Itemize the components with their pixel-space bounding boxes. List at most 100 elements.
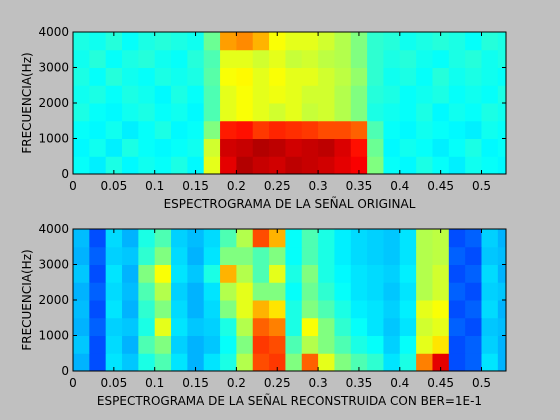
cell bbox=[236, 282, 254, 301]
x-tick-label: 0.35 bbox=[346, 376, 373, 390]
cell bbox=[416, 85, 433, 104]
y-tick-label: 0 bbox=[61, 167, 69, 181]
cell bbox=[301, 282, 319, 301]
cell bbox=[89, 300, 107, 319]
cell bbox=[105, 32, 123, 51]
cell bbox=[481, 229, 499, 248]
cell bbox=[154, 103, 172, 122]
cell bbox=[399, 67, 417, 86]
cell bbox=[252, 282, 270, 301]
cell bbox=[481, 335, 499, 354]
cell bbox=[383, 317, 401, 336]
cell bbox=[285, 300, 303, 319]
cell bbox=[187, 282, 205, 301]
cell bbox=[269, 246, 286, 265]
cell bbox=[73, 156, 90, 174]
cell bbox=[73, 120, 90, 139]
cell bbox=[432, 120, 450, 139]
y-axis-label: FRECUENCIA(Hz) bbox=[20, 249, 34, 350]
cell bbox=[122, 246, 139, 265]
cell bbox=[154, 282, 172, 301]
cell bbox=[220, 353, 237, 371]
cell bbox=[252, 264, 270, 283]
cell bbox=[252, 85, 270, 104]
cell bbox=[105, 67, 123, 86]
cell bbox=[220, 229, 237, 248]
x-tick-label: 0.1 bbox=[145, 179, 164, 193]
cell bbox=[252, 67, 270, 86]
cell bbox=[399, 300, 417, 319]
cell bbox=[416, 282, 433, 301]
cell bbox=[481, 32, 499, 51]
cell bbox=[269, 49, 286, 68]
y-tick-label: 3000 bbox=[38, 258, 69, 272]
cell bbox=[252, 246, 270, 265]
cell bbox=[497, 85, 506, 104]
cell bbox=[187, 49, 205, 68]
cell bbox=[220, 317, 237, 336]
cell bbox=[105, 120, 123, 139]
cell bbox=[171, 156, 188, 174]
cell bbox=[497, 300, 506, 319]
cell bbox=[448, 156, 466, 174]
cell bbox=[269, 335, 286, 354]
cell bbox=[89, 264, 107, 283]
cell bbox=[269, 67, 286, 86]
cell bbox=[301, 246, 319, 265]
cell bbox=[334, 353, 352, 371]
cell bbox=[350, 103, 368, 122]
x-tick-label: 0.05 bbox=[100, 179, 127, 193]
cell bbox=[171, 353, 188, 371]
cell bbox=[236, 229, 254, 248]
cell bbox=[187, 156, 205, 174]
cell bbox=[465, 138, 482, 157]
cell bbox=[154, 353, 172, 371]
cell bbox=[318, 32, 335, 51]
cell bbox=[367, 120, 384, 139]
cell bbox=[138, 156, 156, 174]
cell bbox=[236, 103, 254, 122]
cell bbox=[367, 103, 384, 122]
cell bbox=[367, 264, 384, 283]
cell bbox=[154, 229, 172, 248]
cell bbox=[73, 264, 90, 283]
cell bbox=[416, 32, 433, 51]
cell bbox=[399, 156, 417, 174]
cell bbox=[203, 317, 221, 336]
cell bbox=[154, 120, 172, 139]
cell bbox=[236, 317, 254, 336]
cell bbox=[122, 335, 139, 354]
cell bbox=[105, 246, 123, 265]
cell bbox=[187, 103, 205, 122]
cell bbox=[236, 85, 254, 104]
cell bbox=[416, 49, 433, 68]
cell bbox=[220, 103, 237, 122]
cell bbox=[171, 264, 188, 283]
cell bbox=[497, 264, 506, 283]
cell bbox=[465, 264, 482, 283]
cell bbox=[448, 317, 466, 336]
cell bbox=[416, 335, 433, 354]
cell bbox=[465, 32, 482, 51]
cell bbox=[203, 229, 221, 248]
cell bbox=[350, 246, 368, 265]
cell bbox=[481, 138, 499, 157]
cell bbox=[432, 138, 450, 157]
cell bbox=[301, 103, 319, 122]
cell bbox=[89, 317, 107, 336]
cell bbox=[89, 67, 107, 86]
cell bbox=[318, 49, 335, 68]
cell bbox=[432, 246, 450, 265]
cell bbox=[301, 317, 319, 336]
cell bbox=[350, 120, 368, 139]
cell bbox=[481, 67, 499, 86]
cell bbox=[138, 300, 156, 319]
cell bbox=[432, 85, 450, 104]
cell bbox=[285, 67, 303, 86]
cell bbox=[416, 138, 433, 157]
cell bbox=[171, 317, 188, 336]
cell bbox=[350, 317, 368, 336]
cell bbox=[154, 246, 172, 265]
cell bbox=[334, 120, 352, 139]
cell bbox=[399, 317, 417, 336]
